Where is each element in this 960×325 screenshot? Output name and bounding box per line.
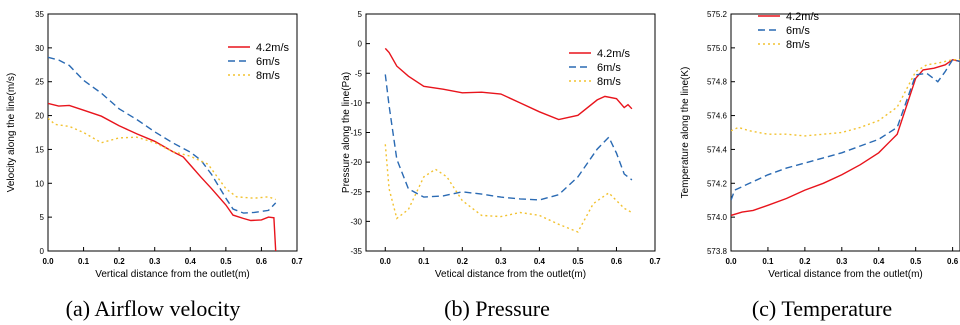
figure-caption: (c) Temperature xyxy=(752,296,892,321)
legend-label: 6m/s xyxy=(786,25,810,37)
legend-label: 8m/s xyxy=(786,39,810,51)
x-axis-label: Vertical distance from the outlet(m) xyxy=(95,269,250,280)
legend-label: 4.2m/s xyxy=(786,11,820,23)
y-tick-label: -25 xyxy=(350,188,362,197)
figure-caption: (a) Airflow velocity xyxy=(66,296,241,321)
x-tick-label: 0.6 xyxy=(947,257,959,266)
x-tick-label: 0.5 xyxy=(910,257,922,266)
x-tick-label: 0.1 xyxy=(762,257,774,266)
y-tick-label: -10 xyxy=(350,99,362,108)
series-line-2 xyxy=(384,74,633,201)
plot-frame xyxy=(730,13,960,252)
figure-caption: (b) Pressure xyxy=(444,296,550,321)
legend-label: 6m/s xyxy=(256,56,280,68)
series-line-2 xyxy=(48,56,277,214)
y-axis-label: Velocity along the line(m/s) xyxy=(6,73,17,193)
y-tick-label: 20 xyxy=(35,112,44,121)
plot-frame xyxy=(47,13,298,252)
legend: 4.2m/s 6m/s 8m/s xyxy=(228,42,290,82)
y-tick-label: 574.0 xyxy=(707,213,728,222)
y-tick-label: 35 xyxy=(35,10,44,19)
x-tick-label: 0.4 xyxy=(873,257,885,266)
x-tick-label: 0.3 xyxy=(836,257,848,266)
y-tick-label: 574.4 xyxy=(707,145,728,154)
y-tick-label: 25 xyxy=(35,78,44,87)
chart-panel-2: -35 -30 -25 -20 -15 -10 -5 0 5 0.0 0.1 0.2 0.3 0.4 0.5… xyxy=(341,10,661,321)
x-tick-label: 0.4 xyxy=(185,257,197,266)
x-tick-label: 0.2 xyxy=(457,257,469,266)
legend: 4.2m/s 6m/s 8m/s xyxy=(569,48,631,88)
x-tick-label: 0.3 xyxy=(149,257,161,266)
x-tick-label: 0.1 xyxy=(78,257,90,266)
y-tick-label: -15 xyxy=(350,129,362,138)
x-tick-label: 0.5 xyxy=(572,257,584,266)
series-line-3 xyxy=(731,59,960,137)
series-line-1 xyxy=(48,102,277,251)
x-tick-label: 0.7 xyxy=(291,257,303,266)
x-tick-label: 0.1 xyxy=(418,257,430,266)
x-axis-label: Vetical distance from the outlet(m) xyxy=(435,269,586,280)
series-line-3 xyxy=(48,117,276,201)
y-tick-label: 575.0 xyxy=(707,44,728,53)
x-tick-label: 0.6 xyxy=(611,257,623,266)
y-tick-label: 574.6 xyxy=(707,112,728,121)
y-tick-label: 574.2 xyxy=(707,179,728,188)
series-line-1 xyxy=(731,58,960,217)
x-tick-label: 0.7 xyxy=(649,257,661,266)
x-tick-label: 0.5 xyxy=(220,257,232,266)
legend-label: 4.2m/s xyxy=(256,42,290,54)
series-line-2 xyxy=(731,58,960,201)
y-tick-label: -20 xyxy=(350,158,362,167)
y-axis-label: Pressure along the line(Pa) xyxy=(341,72,352,193)
x-tick-label: 0.4 xyxy=(534,257,546,266)
y-tick-label: 15 xyxy=(35,145,44,154)
x-tick-label: 0.0 xyxy=(42,257,54,266)
x-tick-label: 0.0 xyxy=(380,257,392,266)
y-tick-label: -30 xyxy=(350,217,362,226)
chart-panel-1: 0 5 10 15 20 25 30 35 0.0 0.1 0.2 0.3 0.4 0.5 0.6 0.7 Ve… xyxy=(6,10,303,321)
y-tick-label: 5 xyxy=(358,10,363,19)
x-tick-label: 0.6 xyxy=(256,257,268,266)
y-tick-label: 575.2 xyxy=(707,10,728,19)
legend: 4.2m/s 6m/s 8m/s xyxy=(758,11,820,51)
series-line-1 xyxy=(384,47,633,121)
y-tick-label: -35 xyxy=(350,247,362,256)
y-tick-label: 30 xyxy=(35,44,44,53)
series-line-3 xyxy=(384,144,633,233)
x-tick-label: 0.3 xyxy=(495,257,507,266)
legend-label: 8m/s xyxy=(597,76,621,88)
y-axis-label: Temperature along the line(K) xyxy=(680,67,691,199)
y-tick-label: 0 xyxy=(40,247,45,256)
legend-label: 4.2m/s xyxy=(597,48,631,60)
y-tick-label: 10 xyxy=(35,179,44,188)
y-tick-label: -5 xyxy=(355,69,363,78)
x-tick-label: 0.2 xyxy=(114,257,126,266)
x-tick-label: 0.2 xyxy=(799,257,811,266)
y-tick-label: 0 xyxy=(358,40,363,49)
legend-label: 6m/s xyxy=(597,62,621,74)
chart-panel-3: 573.8 574.0 574.2 574.4 574.6 574.8 575.0 575.2… xyxy=(680,10,960,321)
x-axis-label: Vertical distance from the outlet(m) xyxy=(768,269,923,280)
y-tick-label: 574.8 xyxy=(707,78,728,87)
x-tick-label: 0.0 xyxy=(725,257,737,266)
y-tick-label: 5 xyxy=(40,213,45,222)
y-tick-label: 573.8 xyxy=(707,247,728,256)
legend-label: 8m/s xyxy=(256,70,280,82)
